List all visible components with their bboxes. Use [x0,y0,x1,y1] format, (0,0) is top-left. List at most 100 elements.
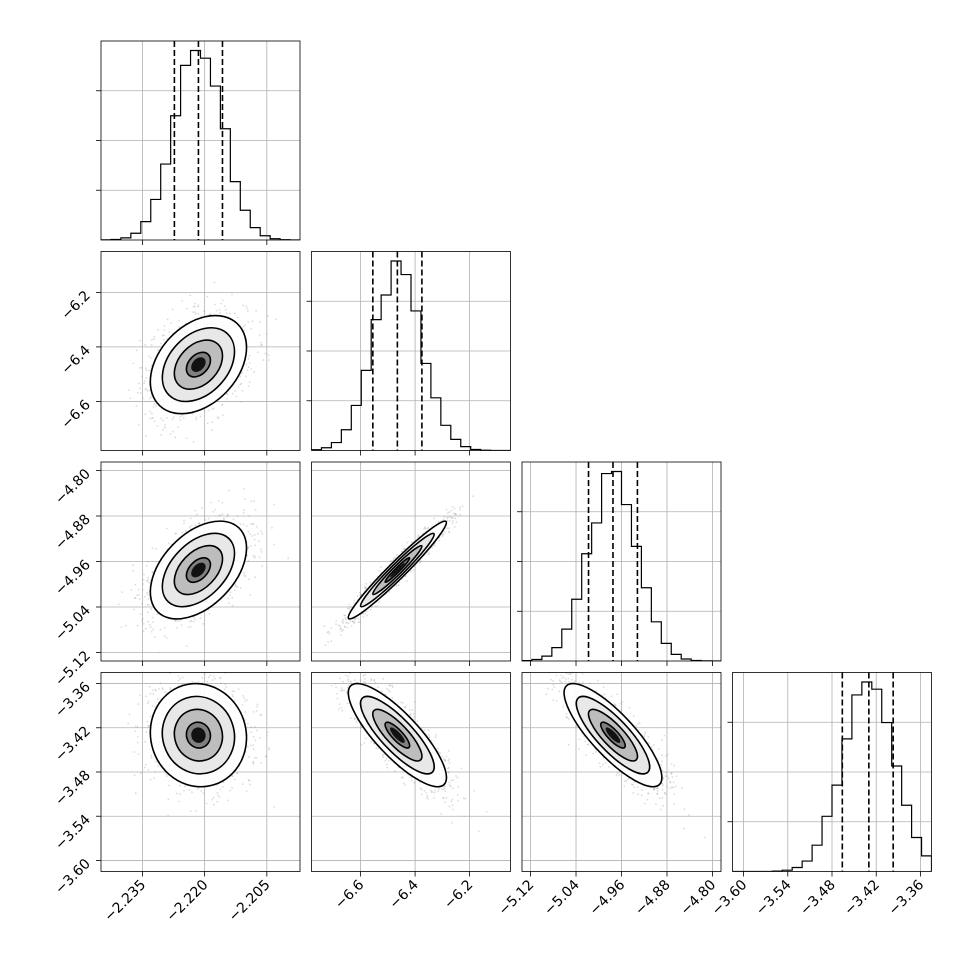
sample-point [401,578,404,580]
sample-point [410,570,412,572]
sample-point [144,413,147,416]
sample-point [192,616,195,619]
sample-point [401,550,403,553]
sample-point [354,617,356,620]
sample-point [242,694,245,697]
sample-point [138,593,140,596]
sample-point [258,556,261,559]
sample-point [271,526,273,529]
sample-point [145,376,148,379]
sample-point [153,338,156,341]
sample-point [139,387,142,390]
sample-point [343,614,346,617]
sample-point [179,416,181,418]
sample-point [419,561,422,564]
sample-point [229,591,232,594]
sample-point [142,579,145,581]
sample-point [160,417,162,420]
sample-point [155,548,158,550]
sample-point [412,568,415,571]
sample-point [162,334,165,337]
sample-point [218,514,221,517]
sample-point [144,367,147,370]
sample-point [232,695,235,698]
sample-point [209,313,212,315]
sample-point [175,792,178,795]
sample-point [144,380,146,382]
sample-point [148,623,151,626]
sample-point [260,344,263,347]
sample-point [442,518,445,521]
sample-point [260,530,263,533]
sample-point [260,548,262,551]
sample-point [148,369,151,372]
sample-point [141,375,143,378]
sample-point [150,395,153,398]
sample-point [144,434,147,437]
sample-point [147,611,149,614]
sample-point [353,602,355,604]
sample-point [340,627,342,630]
sample-point [423,527,426,530]
sample-point [124,624,127,627]
sample-point [227,514,230,517]
sample-point [337,624,340,627]
sample-point [225,308,227,311]
sample-point [357,621,360,624]
histogram-2 [522,470,721,661]
sample-point [129,397,132,400]
sample-point [245,363,248,366]
sample-point [189,625,192,628]
sample-point [247,357,250,360]
panel-0-0 [96,40,301,245]
sample-point [239,587,242,589]
sample-point [132,564,135,567]
sample-point [213,303,216,306]
sample-point [163,328,166,331]
sample-point [346,621,349,624]
sample-point [246,369,249,372]
sample-point [162,419,165,422]
sample-point [249,533,252,536]
sample-point [189,527,192,530]
sample-point [163,426,166,429]
sample-point [418,561,421,564]
sample-point [183,522,185,525]
sample-point [239,375,242,378]
sample-point [247,578,250,581]
sample-point [213,281,216,284]
sample-point [191,412,194,415]
panel-frame [521,461,722,662]
sample-point [212,796,215,799]
sample-point [342,618,345,621]
sample-point [203,310,205,313]
sample-point [146,579,149,582]
sample-point [145,731,148,734]
sample-point [182,417,185,420]
sample-point [448,515,451,518]
sample-point [187,626,190,629]
sample-point [157,651,160,654]
sample-point [165,637,168,639]
sample-point [340,630,343,633]
y-tick-label: −6.6 [58,397,93,432]
sample-point [211,421,214,424]
sample-point [437,520,440,523]
sample-point [143,595,146,598]
panel-frame [100,251,301,451]
sample-point [149,626,152,628]
sample-point [161,334,164,337]
sample-point [156,613,159,615]
sample-point [256,703,259,706]
sample-point [175,532,178,535]
sample-point [151,571,154,574]
sample-point [450,509,453,512]
sample-point [442,533,445,536]
sample-point [330,627,333,629]
sample-point [219,514,221,516]
sample-point [451,505,454,508]
sample-point [254,509,257,511]
sample-point [433,517,436,520]
sample-point [138,597,141,600]
